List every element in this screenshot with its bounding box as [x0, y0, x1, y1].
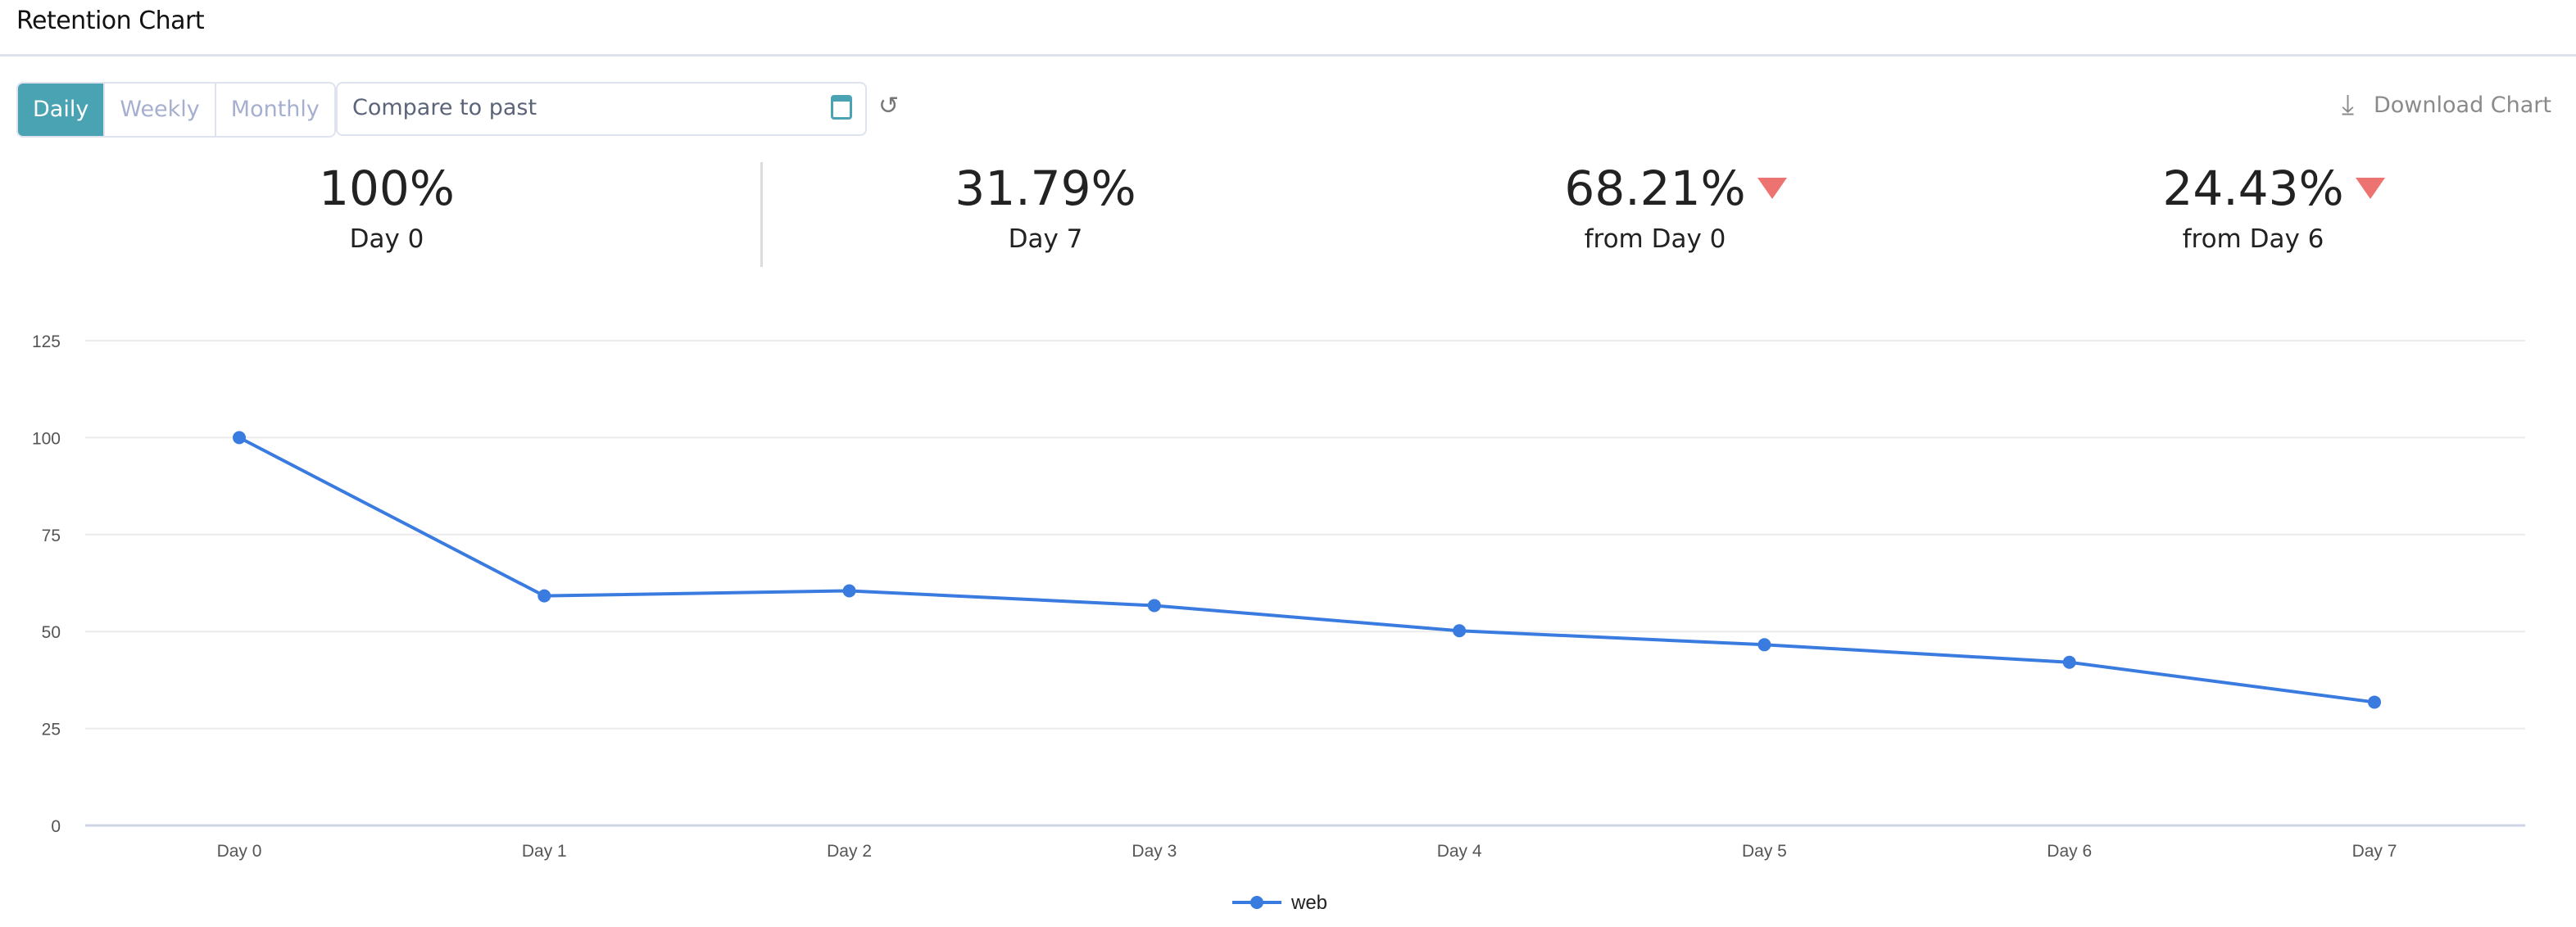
data-point	[537, 589, 551, 603]
data-point	[233, 431, 246, 445]
stat-change-day0: 68.21% from Day 0	[1450, 161, 1860, 254]
x-tick-label: Day 6	[2047, 842, 2092, 861]
x-tick-label: Day 4	[1437, 842, 1482, 861]
stat-change-day6: 24.43% from Day 6	[2048, 161, 2458, 254]
trend-down-icon	[2355, 178, 2385, 199]
data-point	[2062, 655, 2076, 669]
reset-icon[interactable]: ↺	[878, 92, 900, 120]
y-tick-label: 25	[42, 721, 61, 739]
data-point	[1757, 638, 1771, 652]
y-tick-label: 0	[51, 817, 61, 836]
stat-divider	[760, 162, 763, 267]
stat-label: Day 7	[1008, 224, 1083, 254]
data-point	[842, 584, 856, 598]
y-tick-label: 100	[32, 429, 61, 448]
series-line-web	[238, 436, 2375, 704]
stat-label: Day 0	[349, 224, 424, 254]
x-tick-label: Day 1	[522, 842, 567, 861]
data-point	[2368, 695, 2381, 709]
legend-marker	[1250, 896, 1263, 909]
x-tick-label: Day 7	[2352, 842, 2397, 861]
stat-value: 68.21%	[1564, 161, 1746, 216]
stat-label: from Day 6	[2182, 224, 2324, 254]
calendar-icon[interactable]	[831, 95, 852, 120]
period-weekly-button[interactable]: Weekly	[103, 84, 214, 136]
download-label: Download Chart	[2374, 92, 2551, 118]
y-tick-label: 125	[32, 332, 61, 351]
compare-placeholder: Compare to past	[352, 95, 537, 120]
x-tick-label: Day 3	[1132, 842, 1177, 861]
period-monthly-button[interactable]: Monthly	[214, 84, 334, 136]
stat-value: 24.43%	[2162, 161, 2344, 216]
stat-label: from Day 0	[1584, 224, 1726, 254]
page-title: Retention Chart	[16, 7, 205, 35]
stat-value: 100%	[319, 161, 455, 216]
stat-value: 31.79%	[955, 161, 1136, 216]
x-tick-label: Day 2	[827, 842, 872, 861]
data-point	[1453, 624, 1467, 638]
header-divider	[0, 54, 2576, 57]
x-tick-label: Day 5	[1742, 842, 1787, 861]
period-toggle: Daily Weekly Monthly	[16, 82, 336, 138]
stat-day7: 31.79% Day 7	[841, 161, 1250, 254]
y-tick-label: 75	[42, 527, 61, 545]
x-tick-label: Day 0	[217, 842, 262, 861]
trend-down-icon	[1757, 178, 1787, 199]
download-chart-button[interactable]: ⤓ Download Chart	[2342, 88, 2551, 121]
legend-label: web	[1290, 892, 1327, 914]
y-tick-label: 50	[42, 623, 61, 642]
stat-day0: 100% Day 0	[182, 161, 592, 254]
download-icon: ⤓	[2341, 88, 2354, 121]
compare-date-input[interactable]: Compare to past	[336, 82, 867, 136]
data-point	[1147, 599, 1161, 613]
period-daily-button[interactable]: Daily	[18, 84, 104, 136]
